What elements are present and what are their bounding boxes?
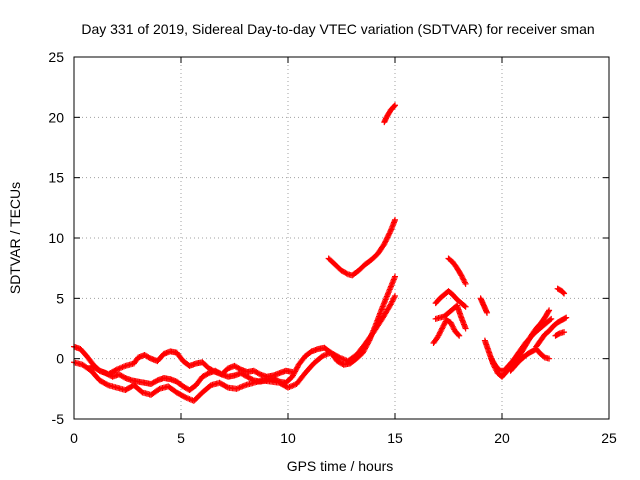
x-tick-label: 25 [601, 430, 617, 446]
y-tick-label: 0 [56, 351, 64, 367]
chart-title: Day 331 of 2019, Sidereal Day-to-day VTE… [81, 21, 594, 37]
data-point [462, 325, 469, 332]
y-tick-label: 5 [56, 290, 64, 306]
x-axis-label: GPS time / hours [287, 458, 394, 474]
track-marker [385, 233, 392, 240]
data-points [71, 102, 570, 404]
track-marker [461, 302, 468, 309]
track-marker [384, 234, 391, 241]
x-tick-label: 0 [70, 430, 78, 446]
track-marker [547, 316, 554, 323]
plot-frame [73, 56, 610, 420]
data-point [462, 303, 469, 310]
data-point [462, 280, 469, 287]
data-point [381, 241, 388, 248]
data-point [392, 216, 398, 223]
track-marker [155, 386, 162, 393]
grid-lines [74, 57, 609, 419]
y-tick-label: 20 [48, 109, 64, 125]
data-point [392, 292, 398, 299]
track-marker [386, 230, 393, 237]
track-marker [383, 235, 390, 242]
data-point [563, 314, 570, 321]
y-tick-label: 25 [48, 49, 64, 65]
data-point [289, 368, 296, 375]
data-point [392, 273, 398, 280]
track-marker [545, 308, 552, 315]
track-marker [387, 229, 394, 236]
data-point [546, 355, 553, 362]
track-marker [383, 237, 390, 244]
track-marker [562, 315, 569, 322]
track-marker [381, 239, 388, 246]
data-point [484, 309, 491, 316]
data-point [548, 315, 555, 322]
track-marker [455, 331, 462, 338]
x-tick-label: 15 [387, 430, 403, 446]
track-marker [560, 289, 567, 296]
y-tick-label: 15 [48, 170, 64, 186]
track-marker [382, 238, 389, 245]
track-marker [95, 367, 102, 374]
y-tick-label: -5 [52, 411, 65, 427]
track-marker [112, 367, 119, 374]
y-axis-label: SDTVAR / TECUs [7, 182, 23, 294]
track-marker [343, 270, 350, 277]
data-point [456, 332, 463, 339]
y-tick-label: 10 [48, 230, 64, 246]
data-point [561, 290, 568, 297]
track-marker [223, 383, 230, 390]
track-marker [385, 231, 392, 238]
track-marker [104, 381, 111, 388]
x-tick-label: 5 [177, 430, 185, 446]
data-point [392, 102, 398, 109]
data-point [561, 329, 568, 336]
track-marker [391, 103, 398, 110]
data-point [546, 307, 553, 314]
x-tick-label: 10 [280, 430, 296, 446]
x-tick-label: 20 [494, 430, 510, 446]
track-marker [335, 353, 342, 360]
track-marker [181, 393, 188, 400]
